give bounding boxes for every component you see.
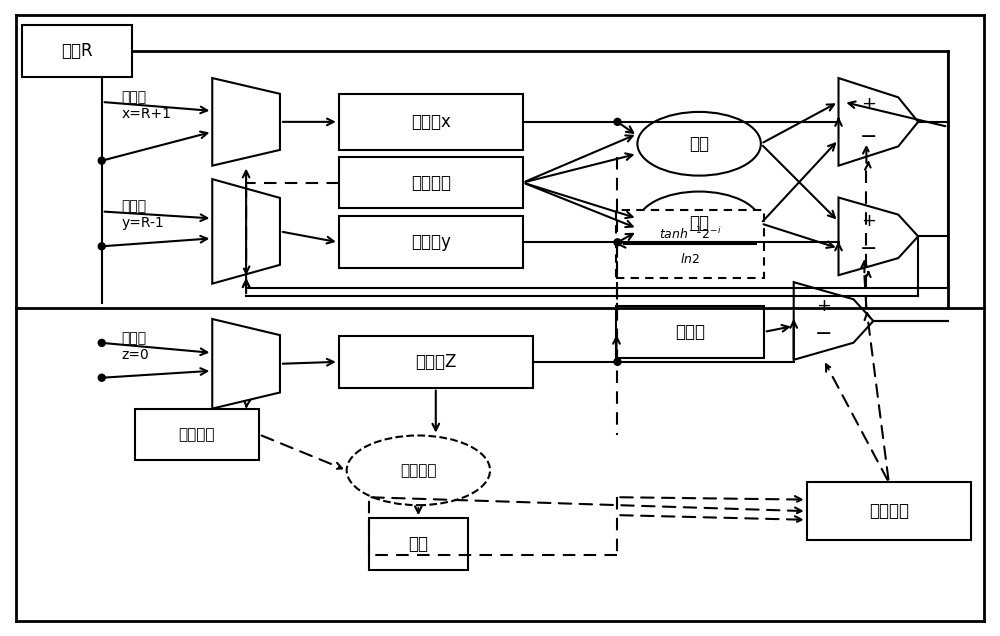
Text: y=R-1: y=R-1 bbox=[122, 216, 164, 230]
Text: 复用控制: 复用控制 bbox=[179, 427, 215, 442]
Polygon shape bbox=[212, 78, 280, 165]
Text: 初始値: 初始値 bbox=[122, 200, 147, 214]
Bar bbox=[22, 25, 132, 77]
Text: 迭代次数: 迭代次数 bbox=[411, 174, 451, 191]
Circle shape bbox=[614, 118, 621, 125]
Text: −: − bbox=[815, 324, 832, 344]
Ellipse shape bbox=[637, 112, 761, 176]
Text: +: + bbox=[861, 212, 876, 230]
Bar bbox=[616, 306, 764, 358]
Bar bbox=[135, 408, 259, 460]
Text: 初始値: 初始値 bbox=[122, 90, 147, 104]
Bar bbox=[616, 211, 764, 278]
Circle shape bbox=[98, 340, 105, 347]
Text: 移位: 移位 bbox=[689, 135, 709, 153]
Text: −: − bbox=[860, 127, 877, 147]
Bar bbox=[339, 216, 523, 268]
Text: 输出: 输出 bbox=[408, 535, 428, 553]
Bar bbox=[807, 482, 971, 540]
Circle shape bbox=[98, 157, 105, 164]
Bar bbox=[369, 518, 468, 570]
Text: −: − bbox=[860, 239, 877, 259]
Bar bbox=[339, 94, 523, 149]
Polygon shape bbox=[794, 282, 873, 360]
Text: 左移一位: 左移一位 bbox=[400, 463, 437, 478]
Polygon shape bbox=[839, 198, 918, 275]
Circle shape bbox=[98, 374, 105, 381]
Text: +: + bbox=[861, 95, 876, 113]
Circle shape bbox=[98, 243, 105, 250]
Text: $tanh^{-1}2^{-i}$: $tanh^{-1}2^{-i}$ bbox=[659, 226, 721, 242]
Text: 寄存器y: 寄存器y bbox=[411, 233, 451, 251]
Ellipse shape bbox=[347, 436, 490, 505]
Text: 查找表: 查找表 bbox=[675, 323, 705, 341]
Polygon shape bbox=[212, 319, 280, 408]
Circle shape bbox=[614, 358, 621, 365]
Text: 符号控制: 符号控制 bbox=[869, 502, 909, 520]
Circle shape bbox=[614, 239, 621, 246]
Bar bbox=[339, 156, 523, 209]
Polygon shape bbox=[839, 78, 918, 165]
Text: 寄存器Z: 寄存器Z bbox=[415, 353, 456, 371]
Text: 寄存器x: 寄存器x bbox=[411, 113, 451, 131]
Text: 移位: 移位 bbox=[689, 214, 709, 232]
Text: +: + bbox=[816, 297, 831, 315]
Text: 输入R: 输入R bbox=[61, 42, 93, 60]
Text: $ln2$: $ln2$ bbox=[680, 252, 700, 266]
Polygon shape bbox=[212, 179, 280, 284]
Text: x=R+1: x=R+1 bbox=[122, 107, 172, 121]
Bar bbox=[339, 336, 533, 388]
Ellipse shape bbox=[637, 191, 761, 255]
Text: 初始値: 初始値 bbox=[122, 331, 147, 345]
Text: z=0: z=0 bbox=[122, 348, 149, 362]
